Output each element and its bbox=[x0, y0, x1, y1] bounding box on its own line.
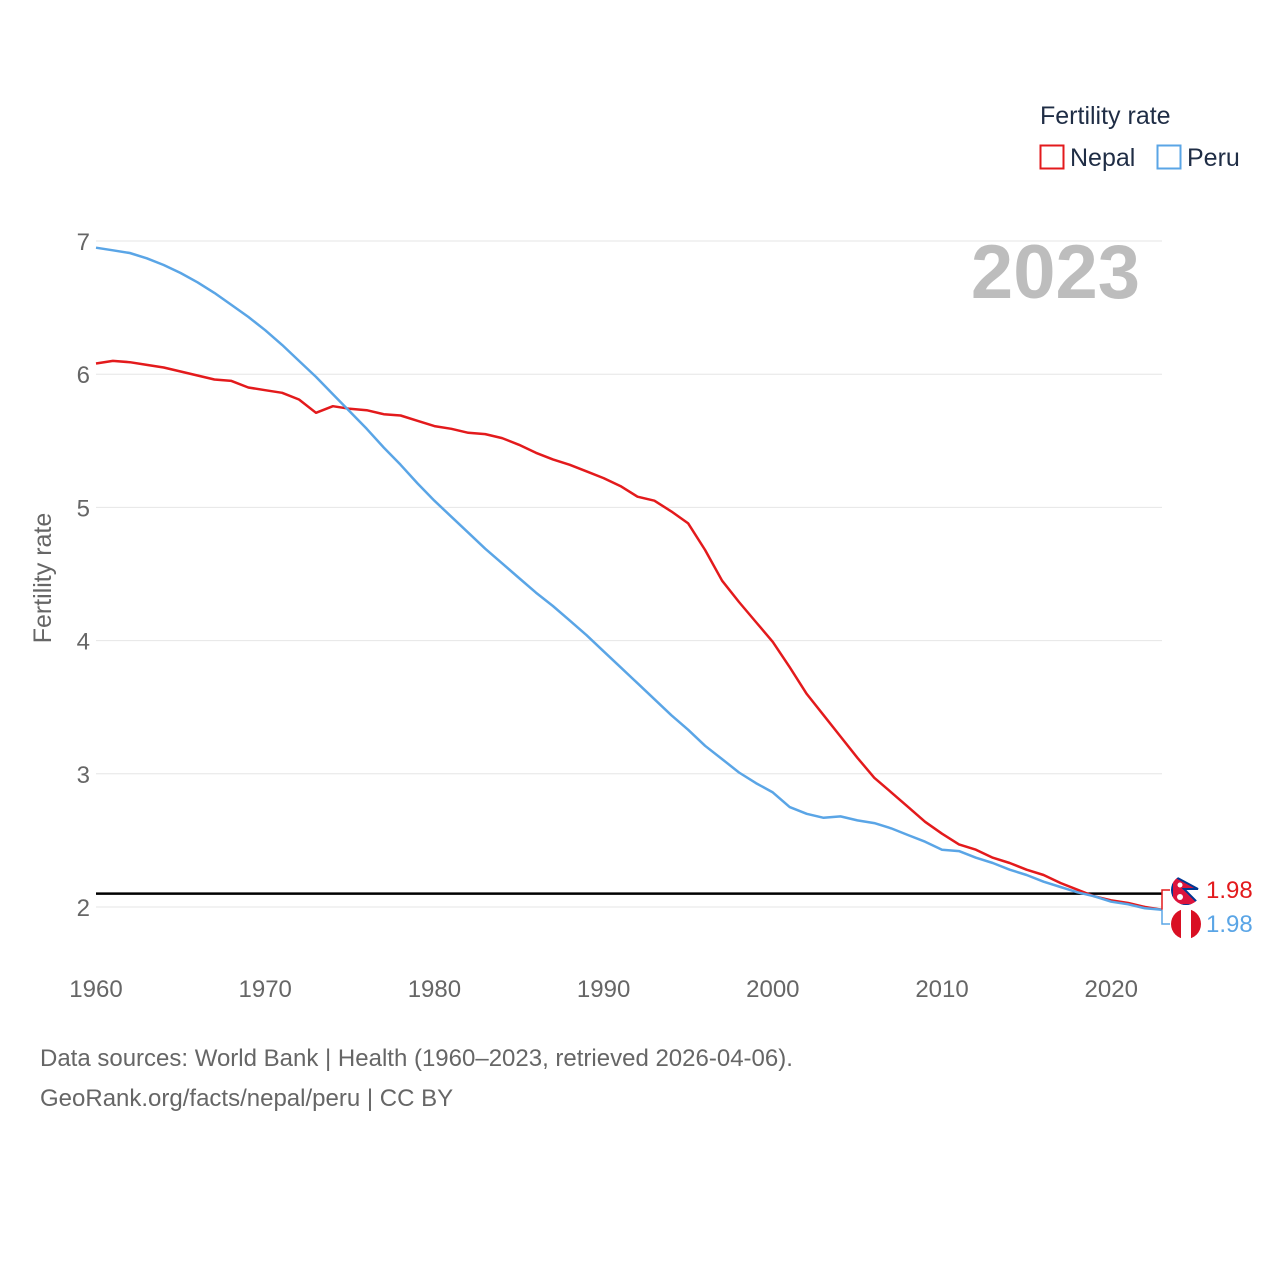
x-tick-label-2020: 2020 bbox=[1085, 976, 1138, 1003]
nepal-flag-sun bbox=[1177, 894, 1183, 900]
y-axis-ticks: 2 3 4 5 6 7 bbox=[77, 229, 90, 922]
peru-flag-left-band bbox=[1171, 909, 1181, 939]
x-axis-ticks: 1960 1970 1980 1990 2000 2010 2020 bbox=[69, 976, 1138, 1003]
end-value-label-peru: 1.98 bbox=[1206, 911, 1253, 938]
x-tick-label-1970: 1970 bbox=[239, 976, 292, 1003]
end-connector-peru bbox=[1161, 909, 1170, 925]
series-line-peru[interactable] bbox=[95, 246, 1163, 911]
legend-swatch-nepal[interactable] bbox=[1039, 144, 1065, 170]
y-tick-label-6: 6 bbox=[77, 362, 90, 389]
x-tick-label-2000: 2000 bbox=[746, 976, 799, 1003]
footer-link[interactable]: GeoRank.org/facts/nepal/peru | CC BY bbox=[40, 1085, 454, 1112]
x-tick-label-2010: 2010 bbox=[915, 976, 968, 1003]
peru-flag-icon bbox=[1171, 909, 1201, 939]
legend: Fertility rate Nepal Peru bbox=[1039, 102, 1240, 172]
series-line-nepal[interactable] bbox=[95, 359, 1163, 911]
y-axis-title: Fertility rate bbox=[29, 513, 57, 644]
legend-label-peru[interactable]: Peru bbox=[1187, 144, 1240, 172]
y-tick-label-3: 3 bbox=[77, 762, 90, 789]
y-tick-label-7: 7 bbox=[77, 229, 90, 256]
peru-flag-right-band bbox=[1191, 909, 1201, 939]
y-tick-label-4: 4 bbox=[77, 629, 90, 656]
end-connector-nepal bbox=[1161, 889, 1170, 910]
x-tick-label-1990: 1990 bbox=[577, 976, 630, 1003]
legend-title: Fertility rate bbox=[1040, 102, 1171, 130]
legend-swatch-peru[interactable] bbox=[1156, 144, 1182, 170]
legend-label-nepal[interactable]: Nepal bbox=[1070, 144, 1135, 172]
end-markers: 1.98 1.98 bbox=[1161, 875, 1253, 939]
grid bbox=[96, 240, 1162, 908]
nepal-flag-moon bbox=[1177, 882, 1183, 888]
x-tick-label-1980: 1980 bbox=[408, 976, 461, 1003]
footer-sources: Data sources: World Bank | Health (1960–… bbox=[40, 1045, 793, 1072]
end-value-label-nepal: 1.98 bbox=[1206, 877, 1253, 904]
nepal-flag-icon bbox=[1171, 875, 1201, 905]
series-lines bbox=[95, 246, 1163, 911]
year-watermark: 2023 bbox=[971, 230, 1140, 315]
y-tick-label-5: 5 bbox=[77, 495, 90, 522]
x-tick-label-1960: 1960 bbox=[69, 976, 122, 1003]
y-tick-label-2: 2 bbox=[77, 895, 90, 922]
